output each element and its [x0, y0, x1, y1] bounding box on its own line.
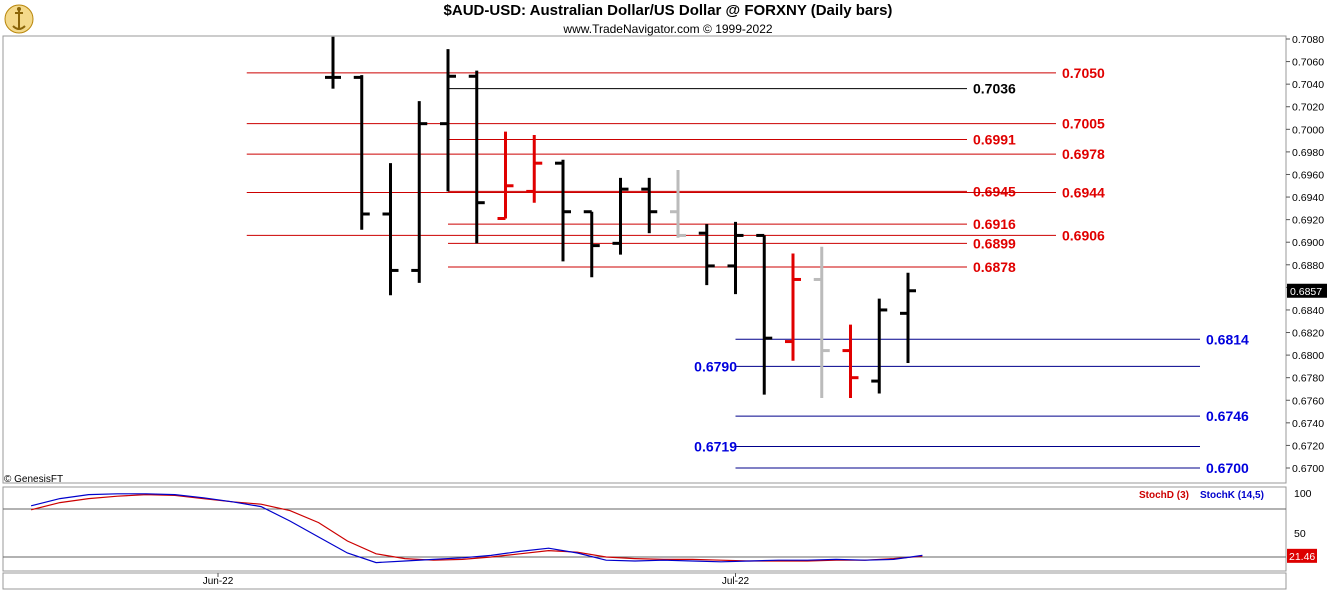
ohlc-bar — [813, 246, 830, 399]
y-tick-label: 0.6940 — [1292, 192, 1324, 204]
ohlc-bar — [440, 49, 456, 192]
stoch-series-line — [30, 493, 923, 562]
y-tick-label: 0.6700 — [1292, 463, 1324, 475]
y-tick-label: 0.6840 — [1292, 305, 1324, 317]
level-label-0.6991: 0.6991 — [973, 131, 1016, 147]
stoch-panel-border — [2, 486, 1287, 572]
ohlc-bar — [842, 324, 859, 399]
ohlc-bar — [497, 131, 514, 221]
level-label-0.6790: 0.6790 — [694, 358, 737, 374]
ohlc-bar — [727, 221, 744, 295]
y-tick-label: 0.7000 — [1292, 124, 1324, 136]
level-label-0.6878: 0.6878 — [973, 259, 1016, 275]
ohlc-bar — [785, 253, 801, 361]
y-tick-label: 0.6960 — [1292, 169, 1324, 181]
ohlc-bar — [382, 163, 399, 296]
ohlc-bar — [555, 159, 571, 262]
ohlc-bar — [641, 177, 658, 234]
y-tick-label: 0.6760 — [1292, 395, 1324, 407]
y-tick-label: 0.6820 — [1292, 328, 1324, 340]
last-price-marker — [1287, 283, 1327, 298]
level-label-0.6978: 0.6978 — [1062, 146, 1105, 162]
stoch-series-line — [30, 493, 923, 564]
tradenavigator-logo-icon — [4, 4, 34, 34]
level-label-0.6945: 0.6945 — [973, 183, 1016, 199]
y-tick-label: 0.7080 — [1292, 34, 1324, 46]
ohlc-bar — [411, 101, 428, 283]
stoch-y-tick-label: 50 — [1294, 528, 1306, 540]
level-label-0.6899: 0.6899 — [973, 235, 1016, 251]
ohlc-bar — [612, 177, 629, 255]
ohlc-bar — [871, 298, 888, 394]
y-tick-label: 0.6720 — [1292, 440, 1324, 452]
level-label-0.7036: 0.7036 — [973, 81, 1016, 97]
last-price-label: 0.6857 — [1290, 286, 1322, 298]
level-label-0.6916: 0.6916 — [973, 216, 1016, 232]
level-label-0.6700: 0.6700 — [1206, 460, 1249, 476]
ohlc-bar — [583, 210, 600, 278]
stoch-last-marker — [1287, 548, 1317, 563]
stoch-legend-d: StochD (3) — [1139, 490, 1189, 501]
y-tick-label: 0.7020 — [1292, 102, 1324, 114]
ohlc-bar — [325, 36, 341, 89]
stoch-y-tick-label: 100 — [1294, 488, 1312, 500]
level-label-0.6719: 0.6719 — [694, 439, 737, 455]
date-axis-panel — [2, 572, 1287, 590]
stoch-last-label: 21.46 — [1289, 551, 1315, 563]
y-tick-label: 0.6880 — [1292, 260, 1324, 272]
ohlc-bar — [698, 224, 715, 286]
chart-title: $AUD-USD: Australian Dollar/US Dollar @ … — [443, 2, 893, 19]
ohlc-bar — [468, 70, 485, 244]
copyright-text: © GenesisFT — [4, 474, 64, 485]
y-tick-label: 0.6920 — [1292, 215, 1324, 227]
level-label-0.6814: 0.6814 — [1206, 331, 1249, 347]
y-tick-label: 0.7040 — [1292, 79, 1324, 91]
level-label-0.7050: 0.7050 — [1062, 65, 1105, 81]
y-tick-label: 0.6900 — [1292, 237, 1324, 249]
price-panel-border — [2, 35, 1287, 484]
level-label-0.6746: 0.6746 — [1206, 408, 1249, 424]
ohlc-bar — [526, 134, 543, 203]
level-label-0.6906: 0.6906 — [1062, 227, 1105, 243]
stoch-legend-k: StochK (14,5) — [1200, 490, 1264, 501]
ohlc-bar — [353, 75, 370, 230]
y-tick-label: 0.7060 — [1292, 57, 1324, 69]
chart-subtitle: www.TradeNavigator.com © 1999-2022 — [563, 22, 773, 36]
y-tick-label: 0.6780 — [1292, 373, 1324, 385]
ohlc-bar — [670, 169, 686, 238]
y-tick-label: 0.6980 — [1292, 147, 1324, 159]
level-label-0.7005: 0.7005 — [1062, 116, 1105, 132]
level-label-0.6944: 0.6944 — [1062, 185, 1105, 201]
ohlc-bar — [756, 233, 773, 395]
y-tick-label: 0.6800 — [1292, 350, 1324, 362]
ohlc-bar — [900, 272, 916, 364]
x-tick-label: Jun-22 — [203, 576, 234, 587]
x-tick-label: Jul-22 — [722, 576, 750, 587]
y-tick-label: 0.6740 — [1292, 418, 1324, 430]
